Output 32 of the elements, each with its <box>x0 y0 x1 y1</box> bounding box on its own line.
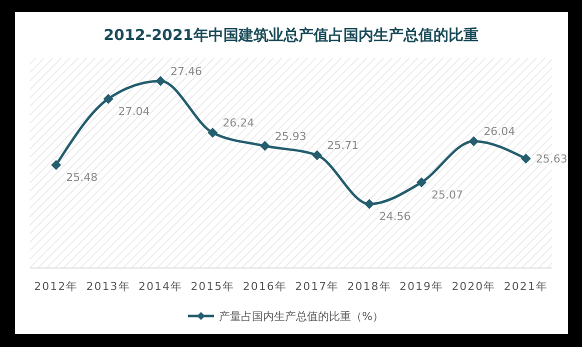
data-label: 25.71 <box>327 139 359 152</box>
data-label: 27.46 <box>170 65 202 78</box>
x-tick-label: 2015年 <box>190 280 235 293</box>
point <box>51 160 62 170</box>
point <box>468 136 479 146</box>
data-label: 25.93 <box>274 130 306 143</box>
point <box>103 94 114 104</box>
data-label: 27.04 <box>118 104 150 118</box>
x-tick-label: 2014年 <box>138 280 182 293</box>
chart-title: 2012-2021年中国建筑业总产值占国内生产总值的比重 <box>104 26 478 44</box>
data-label: 25.63 <box>536 152 568 166</box>
point <box>364 199 374 209</box>
data-label: 25.07 <box>432 188 463 202</box>
x-tick-label: 2018年 <box>347 280 392 293</box>
legend-label: 产量占国内生产总值的比重（%） <box>219 310 384 323</box>
data-label: 26.24 <box>222 116 254 130</box>
data-label: 25.48 <box>66 170 98 184</box>
point <box>520 154 531 164</box>
x-tick-label: 2020年 <box>452 280 496 293</box>
x-tick-label: 2017年 <box>295 280 340 293</box>
x-tick-label: 2012年 <box>34 280 78 293</box>
data-label: 24.56 <box>379 210 411 223</box>
point <box>312 150 322 160</box>
x-tick-label: 2013年 <box>86 280 130 293</box>
data-label: 26.04 <box>484 125 516 138</box>
point <box>208 128 218 138</box>
point <box>416 177 426 188</box>
x-tick-label: 2021年 <box>504 280 548 293</box>
point <box>260 140 270 151</box>
x-tick-label: 2019年 <box>400 280 444 293</box>
x-tick-label: 2016年 <box>242 280 287 293</box>
point <box>156 76 166 86</box>
